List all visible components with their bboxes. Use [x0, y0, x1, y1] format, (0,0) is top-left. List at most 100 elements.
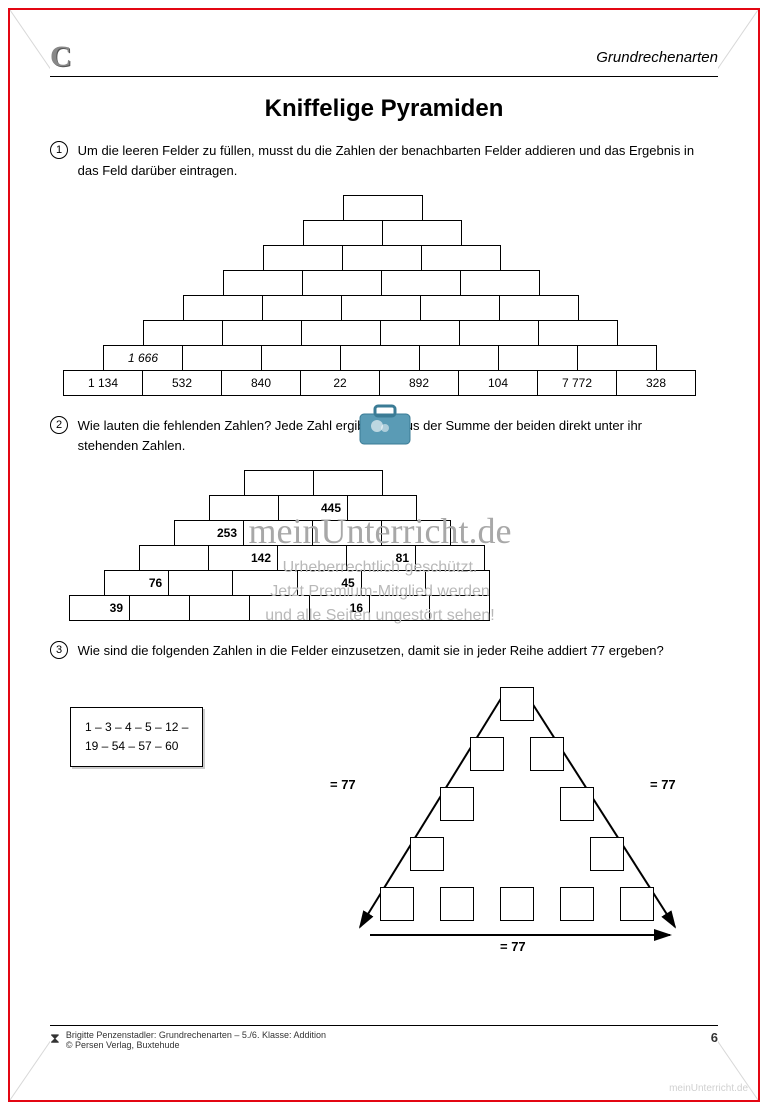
numbers-line-1: 1 – 3 – 4 – 5 – 12 – — [85, 718, 188, 737]
pyramid1-cell[interactable] — [340, 345, 420, 371]
pyramid1-cell[interactable] — [342, 245, 422, 271]
pyramid2-cell[interactable] — [429, 595, 490, 621]
pyramid2-cell[interactable] — [209, 495, 279, 521]
pyramid1-cell[interactable]: 840 — [221, 370, 301, 396]
pyramid2-cell[interactable] — [129, 595, 190, 621]
numbers-line-2: 19 – 54 – 57 – 60 — [85, 737, 188, 756]
pyramid2-cell[interactable]: 142 — [208, 545, 278, 571]
pyramid1-cell[interactable] — [459, 320, 539, 346]
pyramid1-cell[interactable] — [577, 345, 657, 371]
triangle-cell[interactable] — [470, 737, 504, 771]
pyramid1-cell[interactable] — [222, 320, 302, 346]
pyramid1-cell[interactable] — [143, 320, 223, 346]
pyramid1-cell[interactable]: 1 134 — [63, 370, 143, 396]
pyramid1-cell[interactable] — [262, 295, 342, 321]
pyramid2-cell[interactable] — [312, 520, 382, 546]
pyramid2-cell[interactable] — [189, 595, 250, 621]
page-title: Kniffelige Pyramiden — [50, 95, 718, 123]
triangle-cell[interactable] — [530, 737, 564, 771]
pyramid1-cell[interactable] — [382, 220, 462, 246]
pyramid2-cell[interactable] — [415, 545, 485, 571]
task-3-text: Wie sind die folgenden Zahlen in die Fel… — [78, 641, 698, 661]
task-3: 3 Wie sind die folgenden Zahlen in die F… — [50, 641, 718, 661]
pyramid1-cell[interactable] — [302, 270, 382, 296]
pyramid1-cell[interactable] — [183, 295, 263, 321]
pyramid2-cell[interactable] — [381, 520, 451, 546]
triangle-cell[interactable] — [440, 887, 474, 921]
page-header: C Grundrechenarten — [50, 40, 718, 77]
pyramid2-cell[interactable]: 45 — [297, 570, 362, 596]
pyramid1-cell[interactable]: 328 — [616, 370, 696, 396]
triangle-cell[interactable] — [590, 837, 624, 871]
subject-label: Grundrechenarten — [596, 49, 718, 66]
pyramid1-cell[interactable] — [261, 345, 341, 371]
pyramid2-cell[interactable] — [243, 520, 313, 546]
pyramid2-cell[interactable]: 81 — [346, 545, 416, 571]
pyramid2-cell[interactable] — [347, 495, 417, 521]
worksheet-page: C Grundrechenarten Kniffelige Pyramiden … — [50, 40, 718, 1050]
pyramid1-cell[interactable]: 22 — [300, 370, 380, 396]
pyramid2-cell[interactable]: 253 — [174, 520, 244, 546]
pyramid1-cell[interactable] — [303, 220, 383, 246]
pyramid1-cell[interactable] — [499, 295, 579, 321]
triangle-diagram: = 77 = 77 = 77 — [310, 677, 710, 947]
pyramid1-cell[interactable] — [380, 320, 460, 346]
pyramid1-cell[interactable] — [223, 270, 303, 296]
task-number-1: 1 — [50, 141, 68, 159]
pyramid1-cell[interactable] — [498, 345, 578, 371]
difficulty-badge: C — [50, 40, 72, 74]
page-footer: ⧗ Brigitte Penzenstadler: Grundrechenart… — [50, 1025, 718, 1050]
footer-author: Brigitte Penzenstadler: Grundrechenarten… — [66, 1030, 326, 1040]
task-number-3: 3 — [50, 641, 68, 659]
task-number-2: 2 — [50, 416, 68, 434]
task-3-diagram: 1 – 3 – 4 – 5 – 12 – 19 – 54 – 57 – 60 =… — [50, 677, 718, 947]
eq-label-bottom: = 77 — [500, 939, 526, 954]
pyramid1-cell[interactable]: 1 666 — [103, 345, 183, 371]
pyramid1-cell[interactable] — [301, 320, 381, 346]
triangle-cell[interactable] — [500, 887, 534, 921]
pyramid2-cell[interactable]: 39 — [69, 595, 130, 621]
pyramid2-cell[interactable]: 76 — [104, 570, 169, 596]
pyramid2-cell[interactable]: 445 — [278, 495, 348, 521]
pyramid2-cell[interactable] — [168, 570, 233, 596]
number-list-box: 1 – 3 – 4 – 5 – 12 – 19 – 54 – 57 – 60 — [70, 707, 203, 767]
pyramid1-cell[interactable] — [421, 245, 501, 271]
pyramid2-cell[interactable]: 16 — [309, 595, 370, 621]
pyramid2-cell[interactable] — [277, 545, 347, 571]
corner-watermark: meinUnterricht.de — [669, 1083, 748, 1094]
triangle-cell[interactable] — [410, 837, 444, 871]
pyramid2-cell[interactable] — [369, 595, 430, 621]
task-1: 1 Um die leeren Felder zu füllen, musst … — [50, 141, 718, 180]
triangle-cell[interactable] — [560, 787, 594, 821]
pyramid1-cell[interactable] — [419, 345, 499, 371]
publisher-icon: ⧗ — [50, 1030, 60, 1050]
triangle-cell[interactable] — [440, 787, 474, 821]
pyramid2-cell[interactable] — [139, 545, 209, 571]
pyramid2-cell[interactable] — [249, 595, 310, 621]
triangle-cell[interactable] — [560, 887, 594, 921]
triangle-cell[interactable] — [380, 887, 414, 921]
pyramid2-cell[interactable] — [361, 570, 426, 596]
eq-label-right: = 77 — [650, 777, 676, 792]
pyramid1-cell[interactable] — [263, 245, 343, 271]
pyramid1-cell[interactable] — [341, 295, 421, 321]
eq-label-left: = 77 — [330, 777, 356, 792]
pyramid1-cell[interactable]: 104 — [458, 370, 538, 396]
pyramid1-cell[interactable] — [538, 320, 618, 346]
pyramid1-cell[interactable] — [381, 270, 461, 296]
pyramid1-cell[interactable] — [343, 195, 423, 221]
pyramid1-cell[interactable]: 892 — [379, 370, 459, 396]
pyramid2-cell[interactable] — [232, 570, 297, 596]
pyramid1-cell[interactable] — [182, 345, 262, 371]
pyramid1-cell[interactable] — [460, 270, 540, 296]
pyramid-2: 445 253142 81 76 45 39 16 — [70, 470, 490, 621]
pyramid2-cell[interactable] — [244, 470, 314, 496]
pyramid2-cell[interactable] — [313, 470, 383, 496]
pyramid2-cell[interactable] — [425, 570, 490, 596]
triangle-cell[interactable] — [620, 887, 654, 921]
pyramid1-cell[interactable] — [420, 295, 500, 321]
footer-copyright: © Persen Verlag, Buxtehude — [66, 1040, 326, 1050]
pyramid1-cell[interactable]: 7 772 — [537, 370, 617, 396]
triangle-cell[interactable] — [500, 687, 534, 721]
pyramid1-cell[interactable]: 532 — [142, 370, 222, 396]
